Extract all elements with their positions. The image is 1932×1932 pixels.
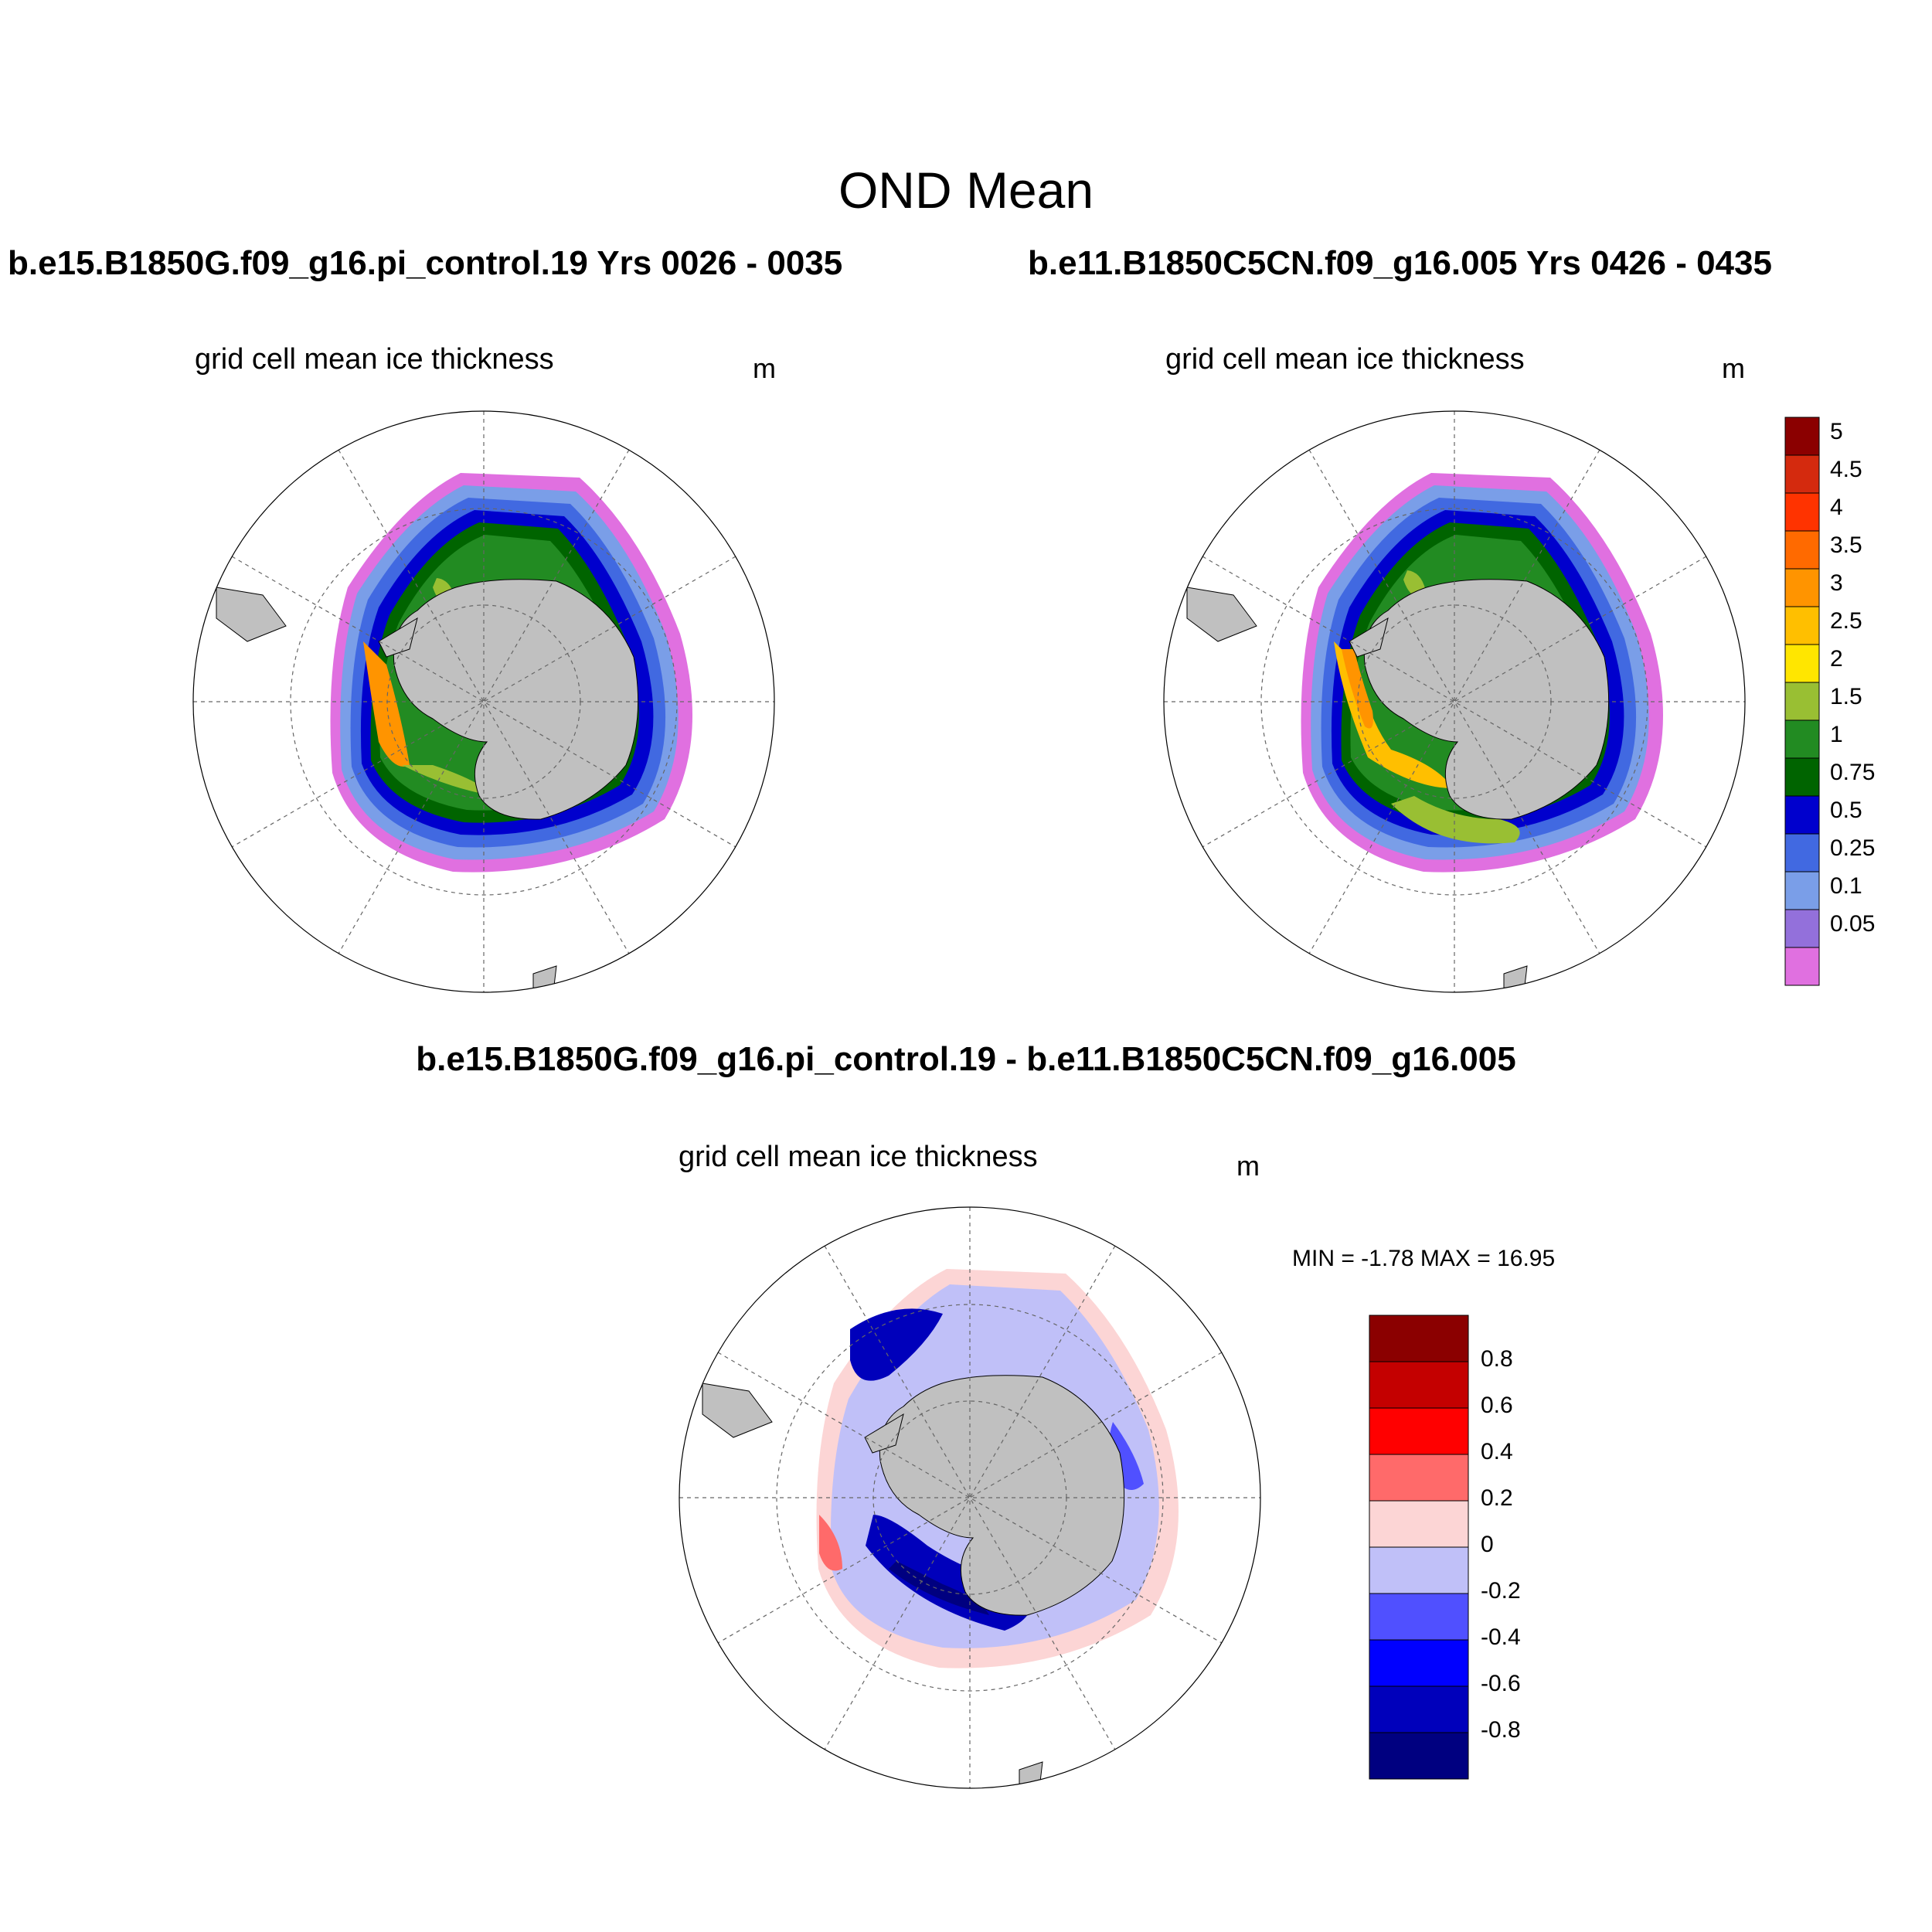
thickness-tick-label: 5	[1830, 419, 1843, 444]
difference-tick-label: -0.8	[1481, 1717, 1521, 1743]
thickness-tick-label: 0.25	[1830, 835, 1876, 861]
left-panel-case-title: b.e15.B1850G.f09_g16.pi_control.19 Yrs 0…	[8, 244, 843, 282]
thickness-tick-label: 3.5	[1830, 532, 1862, 558]
diff-panel-units-label: m	[1236, 1150, 1260, 1182]
left-panel-variable-label: grid cell mean ice thickness	[195, 343, 554, 376]
thickness-tick-label: 4.5	[1830, 457, 1862, 482]
difference-swatch	[1369, 1361, 1469, 1409]
thickness-tick-label: 0.1	[1830, 873, 1862, 899]
difference-swatch	[1369, 1732, 1469, 1780]
thickness-swatch	[1784, 757, 1820, 797]
difference-polar-map	[679, 1207, 1260, 1788]
left-polar-map	[193, 411, 774, 992]
difference-swatch	[1369, 1500, 1469, 1548]
thickness-swatch	[1784, 909, 1820, 948]
thickness-colorbar	[1784, 417, 1820, 986]
thickness-swatch	[1784, 644, 1820, 683]
difference-swatch	[1369, 1639, 1469, 1687]
thickness-swatch	[1784, 947, 1820, 986]
thickness-swatch	[1784, 795, 1820, 835]
thickness-tick-label: 2	[1830, 646, 1843, 672]
left-land-masses	[216, 579, 639, 992]
diff-min-max-readout: MIN = -1.78 MAX = 16.95	[1292, 1246, 1556, 1271]
right-land-masses	[1186, 579, 1610, 992]
left-map-boundary	[192, 410, 775, 993]
thickness-swatch	[1784, 417, 1820, 456]
thickness-swatch	[1784, 871, 1820, 910]
right-panel-units-label: m	[1722, 352, 1745, 384]
thickness-tick-label: 1	[1830, 722, 1843, 747]
difference-swatch	[1369, 1454, 1469, 1502]
thickness-tick-label: 2.5	[1830, 608, 1862, 634]
difference-tick-label: -0.6	[1481, 1671, 1521, 1696]
thickness-swatch	[1784, 606, 1820, 645]
thickness-tick-label: 0.75	[1830, 760, 1876, 785]
difference-swatch	[1369, 1593, 1469, 1641]
thickness-tick-label: 3	[1830, 570, 1843, 596]
difference-tick-label: 0.8	[1481, 1346, 1513, 1372]
thickness-tick-label: 0.05	[1830, 911, 1876, 937]
thickness-tick-label: 1.5	[1830, 684, 1862, 709]
difference-tick-label: -0.2	[1481, 1578, 1521, 1604]
right-polar-map	[1164, 411, 1745, 992]
difference-map-boundary	[679, 1206, 1261, 1789]
left-map-graticule	[193, 411, 774, 992]
difference-swatch	[1369, 1546, 1469, 1594]
right-map-graticule	[1164, 411, 1745, 992]
thickness-tick-label: 4	[1830, 495, 1843, 520]
difference-tick-label: -0.4	[1481, 1624, 1521, 1650]
difference-swatch	[1369, 1407, 1469, 1455]
right-map-boundary	[1163, 410, 1746, 993]
thickness-swatch	[1784, 492, 1820, 532]
difference-land-masses	[702, 1375, 1125, 1788]
right-panel-variable-label: grid cell mean ice thickness	[1165, 343, 1525, 376]
thickness-swatch	[1784, 682, 1820, 721]
figure-title: OND Mean	[838, 162, 1094, 219]
diff-panel-variable-label: grid cell mean ice thickness	[679, 1141, 1038, 1173]
thickness-swatch	[1784, 454, 1820, 494]
thickness-swatch	[1784, 719, 1820, 759]
difference-tick-label: 0.2	[1481, 1485, 1513, 1511]
left-panel-units-label: m	[753, 352, 776, 384]
right-panel-case-title: b.e11.B1850C5CN.f09_g16.005 Yrs 0426 - 0…	[1028, 244, 1772, 282]
difference-swatch	[1369, 1315, 1469, 1362]
thickness-swatch	[1784, 568, 1820, 607]
difference-colorbar	[1369, 1315, 1469, 1780]
difference-swatch	[1369, 1685, 1469, 1733]
thickness-swatch	[1784, 530, 1820, 570]
difference-tick-label: 0	[1481, 1532, 1494, 1557]
difference-tick-label: 0.4	[1481, 1439, 1513, 1464]
thickness-swatch	[1784, 833, 1820, 872]
difference-tick-label: 0.6	[1481, 1393, 1513, 1418]
thickness-tick-label: 0.5	[1830, 798, 1862, 823]
difference-map-graticule	[679, 1207, 1260, 1788]
difference-panel-title: b.e15.B1850G.f09_g16.pi_control.19 - b.e…	[416, 1040, 1516, 1078]
